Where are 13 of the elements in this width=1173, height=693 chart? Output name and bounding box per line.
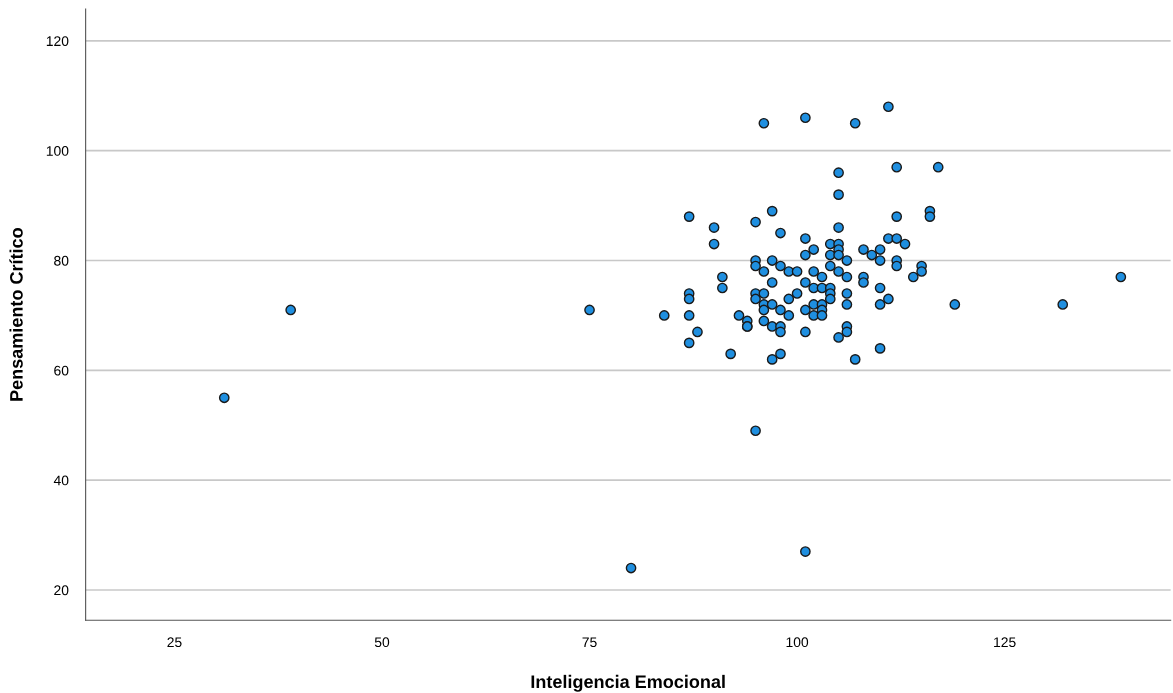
y-axis-title: Pensamiento Crítico xyxy=(9,228,23,401)
y-tick-label: 20 xyxy=(54,585,69,596)
x-tick-label: 100 xyxy=(786,637,809,648)
x-axis-title: Inteligencia Emocional xyxy=(531,674,725,692)
y-tick-label: 120 xyxy=(46,36,69,47)
y-tick-label: 80 xyxy=(54,255,69,266)
y-tick-label: 100 xyxy=(46,146,69,156)
x-tick-label: 125 xyxy=(994,637,1016,648)
y-tick-label: 40 xyxy=(53,475,69,486)
x-tick-label: 75 xyxy=(582,637,597,648)
x-tick-label: 50 xyxy=(374,637,390,648)
x-tick-label: 25 xyxy=(167,637,182,648)
y-tick-label: 60 xyxy=(54,365,69,376)
